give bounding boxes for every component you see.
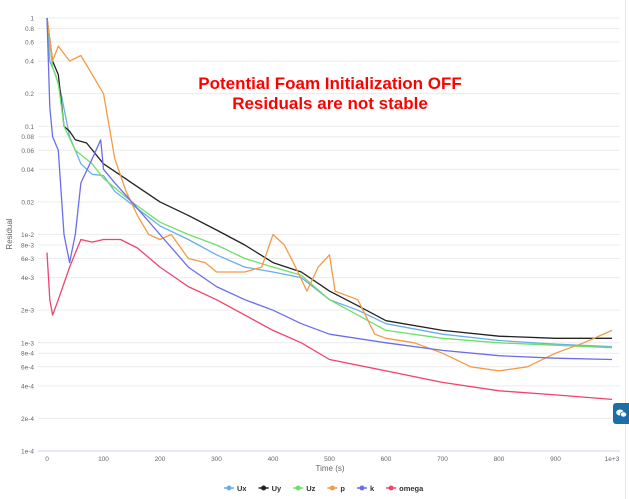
y-tick-label: 2e-4 [21, 416, 34, 423]
legend-item-p[interactable]: p [327, 484, 345, 493]
y-tick-label: 1e-2 [21, 232, 34, 239]
legend: Ux Uy Uz p k omega [224, 484, 424, 493]
y-tick-label: 1e-3 [21, 340, 34, 347]
legend-marker [388, 485, 394, 491]
x-axis-ticks: 0 100 200 300 400 500 600 700 800 900 1e+3 [45, 456, 620, 463]
x-tick-label: 200 [155, 456, 166, 463]
y-tick-label: 4e-4 [21, 383, 34, 390]
annotation-line-2: Residuals are not stable [232, 94, 428, 113]
series-line-p [46, 17, 613, 372]
x-tick-label: 800 [494, 456, 505, 463]
chat-bubbles-icon [615, 409, 627, 418]
y-tick-label: 8e-4 [21, 351, 34, 358]
y-tick-label: 0.6 [25, 40, 34, 47]
y-tick-label: 2e-3 [21, 308, 34, 315]
series-line-uz [46, 17, 613, 349]
chat-button[interactable] [613, 403, 629, 424]
grid [38, 17, 620, 452]
x-tick-label: 900 [550, 456, 561, 463]
y-tick-label: 0.1 [25, 124, 34, 131]
y-axis-label: Residual [5, 218, 14, 249]
x-tick-label: 600 [381, 456, 392, 463]
legend-marker [226, 485, 232, 491]
x-tick-label: 500 [324, 456, 335, 463]
y-tick-label: 0.06 [21, 148, 34, 155]
legend-label: omega [399, 484, 424, 493]
y-tick-label: 1 [30, 16, 34, 23]
y-tick-label: 0.8 [25, 26, 34, 33]
y-tick-label: 8e-3 [21, 242, 34, 249]
legend-item-k[interactable]: k [356, 484, 375, 493]
x-tick-label: 0 [45, 456, 49, 463]
legend-marker [359, 485, 365, 491]
x-tick-label: 100 [98, 456, 109, 463]
x-tick-label: 300 [211, 456, 222, 463]
legend-marker [261, 485, 267, 491]
y-tick-label: 0.02 [21, 199, 34, 206]
x-tick-label: 700 [437, 456, 448, 463]
legend-label: p [340, 484, 345, 493]
legend-marker [329, 485, 335, 491]
legend-item-ux[interactable]: Ux [224, 484, 247, 493]
x-tick-label: 400 [268, 456, 279, 463]
series-lines [46, 17, 613, 401]
page-border [625, 0, 626, 499]
legend-label: Uy [272, 484, 282, 493]
series-line-omega [46, 238, 613, 401]
series-line-k [46, 17, 613, 361]
y-tick-label: 0.04 [21, 167, 34, 174]
legend-item-uz[interactable]: Uz [293, 484, 316, 493]
x-tick-label: 1e+3 [605, 456, 620, 463]
annotation-line-1: Potential Foam Initialization OFF [198, 74, 462, 93]
legend-label: Ux [237, 484, 247, 493]
y-tick-label: 1e-4 [21, 449, 34, 456]
legend-label: k [370, 484, 375, 493]
x-axis-label: Time (s) [315, 464, 344, 473]
y-tick-label: 4e-3 [21, 275, 34, 282]
y-tick-label: 0.08 [21, 134, 34, 141]
y-tick-label: 6e-4 [21, 364, 34, 371]
y-tick-label: 0.2 [25, 91, 34, 98]
y-axis-ticks: 1 0.8 0.6 0.4 0.2 0.1 0.08 0.06 0.04 0.02 1e-2 8e-3… [21, 16, 34, 456]
legend-marker [295, 485, 301, 491]
legend-item-omega[interactable]: omega [386, 484, 424, 493]
y-tick-label: 0.4 [25, 59, 34, 66]
legend-item-uy[interactable]: Uy [258, 484, 282, 493]
y-tick-label: 6e-3 [21, 256, 34, 263]
legend-label: Uz [306, 484, 315, 493]
series-line-uy [46, 17, 612, 339]
